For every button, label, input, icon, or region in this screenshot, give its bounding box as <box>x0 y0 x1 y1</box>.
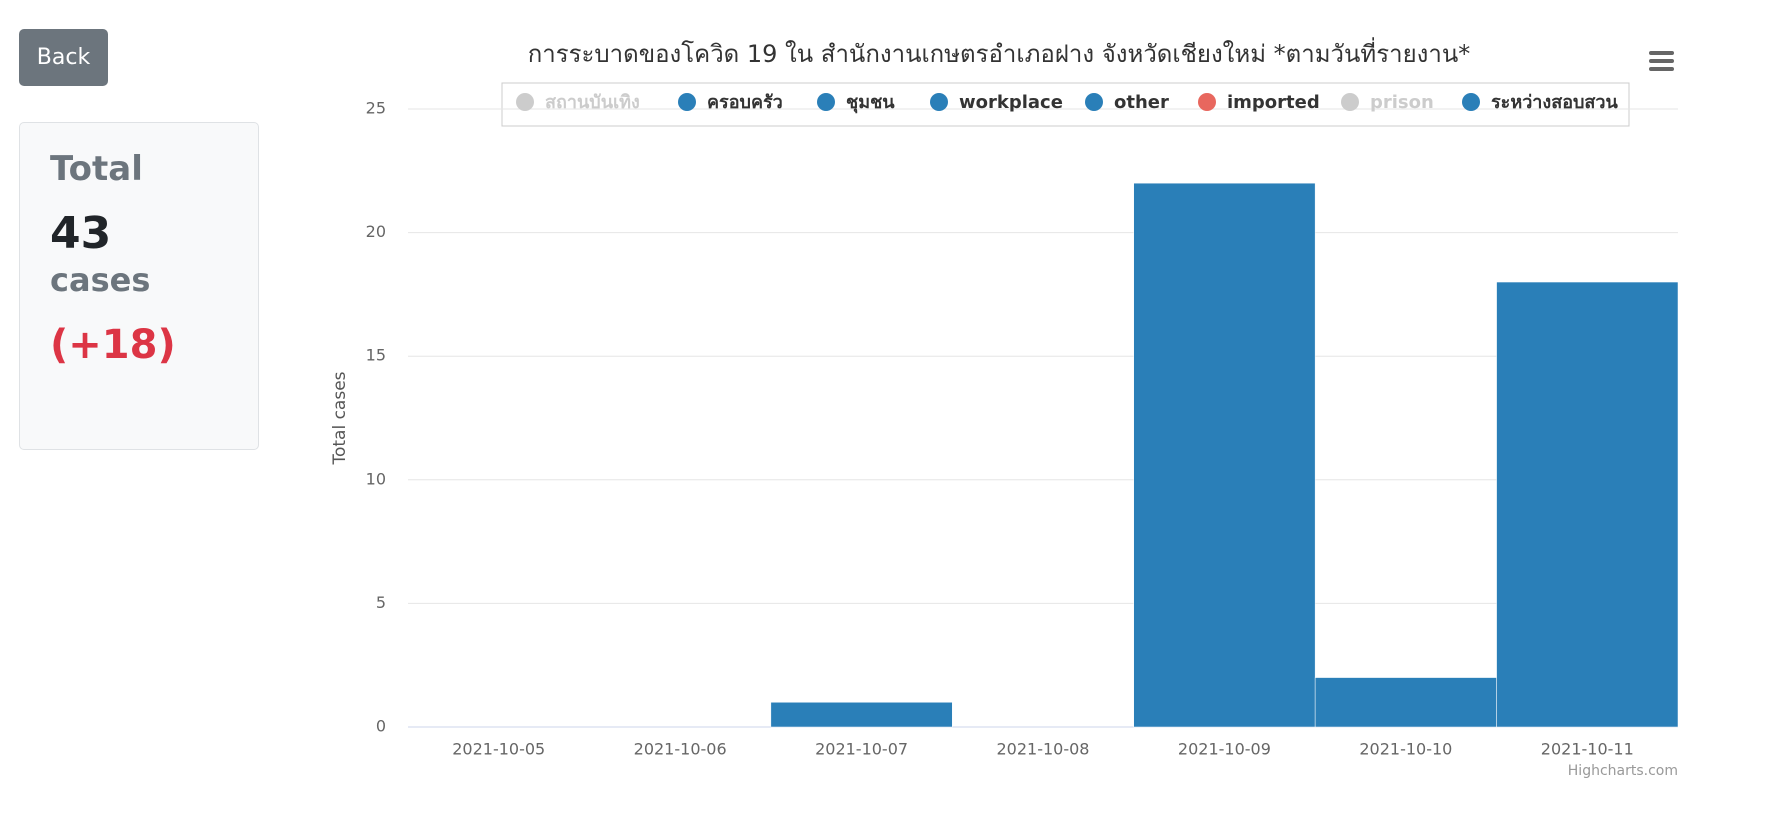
legend-item[interactable]: prison <box>1341 92 1434 113</box>
legend-symbol <box>1198 93 1216 111</box>
menu-bar <box>1649 59 1674 63</box>
menu-bar <box>1649 51 1674 55</box>
chart-title: การระบาดของโควิด 19 ใน สำนักงานเกษตรอำเภ… <box>528 37 1471 68</box>
bar <box>1496 281 1679 728</box>
legend-label: imported <box>1227 92 1320 113</box>
y-tick-label: 5 <box>376 593 386 612</box>
x-tick-label: 2021-10-07 <box>815 740 908 759</box>
y-tick-label: 10 <box>366 469 386 488</box>
x-tick-label: 2021-10-09 <box>1178 740 1271 759</box>
legend-box <box>501 82 1630 127</box>
legend-label: สถานบันเทิง <box>545 92 640 113</box>
legend-item[interactable]: other <box>1085 92 1169 113</box>
bar <box>1133 182 1316 728</box>
x-tick-label: 2021-10-10 <box>1359 740 1452 759</box>
legend-label: ครอบครัว <box>707 92 783 113</box>
y-axis-title: Total cases <box>330 371 350 465</box>
legend-symbol <box>678 93 696 111</box>
legend-symbol <box>1085 93 1103 111</box>
legend-label: ชุมชน <box>846 92 895 114</box>
legend-label: workplace <box>959 92 1063 113</box>
bar <box>770 702 953 728</box>
legend-symbol <box>1462 93 1480 111</box>
x-tick-label: 2021-10-11 <box>1541 740 1634 759</box>
bar <box>1314 677 1497 728</box>
legend-item[interactable]: ครอบครัว <box>678 92 783 113</box>
legend-item[interactable]: imported <box>1198 92 1320 113</box>
legend-symbol <box>817 93 835 111</box>
legend-item[interactable]: workplace <box>930 92 1063 113</box>
x-tick-label: 2021-10-05 <box>452 740 545 759</box>
legend-label: other <box>1114 92 1169 113</box>
x-tick-label: 2021-10-06 <box>634 740 727 759</box>
legend-symbol <box>516 93 534 111</box>
legend-item[interactable]: ชุมชน <box>817 92 895 114</box>
summary-label: Total <box>50 149 143 189</box>
legend-label: prison <box>1370 92 1434 113</box>
legend-symbol <box>1341 93 1359 111</box>
back-button[interactable]: Back <box>19 29 108 86</box>
summary-unit: cases <box>50 260 151 299</box>
menu-button[interactable] <box>1649 51 1674 71</box>
menu-bar <box>1649 67 1674 71</box>
legend-item[interactable]: ระหว่างสอบสวน <box>1462 92 1619 113</box>
y-tick-label: 25 <box>366 99 386 118</box>
legend-symbol <box>930 93 948 111</box>
credit: Highcharts.com <box>1568 763 1678 779</box>
y-tick-label: 20 <box>366 222 386 241</box>
x-tick-label: 2021-10-08 <box>997 740 1090 759</box>
summary-card: Total 43 cases (+18) <box>19 122 259 450</box>
legend-label: ระหว่างสอบสวน <box>1491 92 1619 113</box>
summary-change: (+18) <box>50 321 176 368</box>
summary-value: 43 <box>50 207 112 259</box>
y-tick-label: 15 <box>366 346 386 365</box>
legend-item[interactable]: สถานบันเทิง <box>516 92 640 113</box>
y-tick-label: 0 <box>376 717 386 736</box>
